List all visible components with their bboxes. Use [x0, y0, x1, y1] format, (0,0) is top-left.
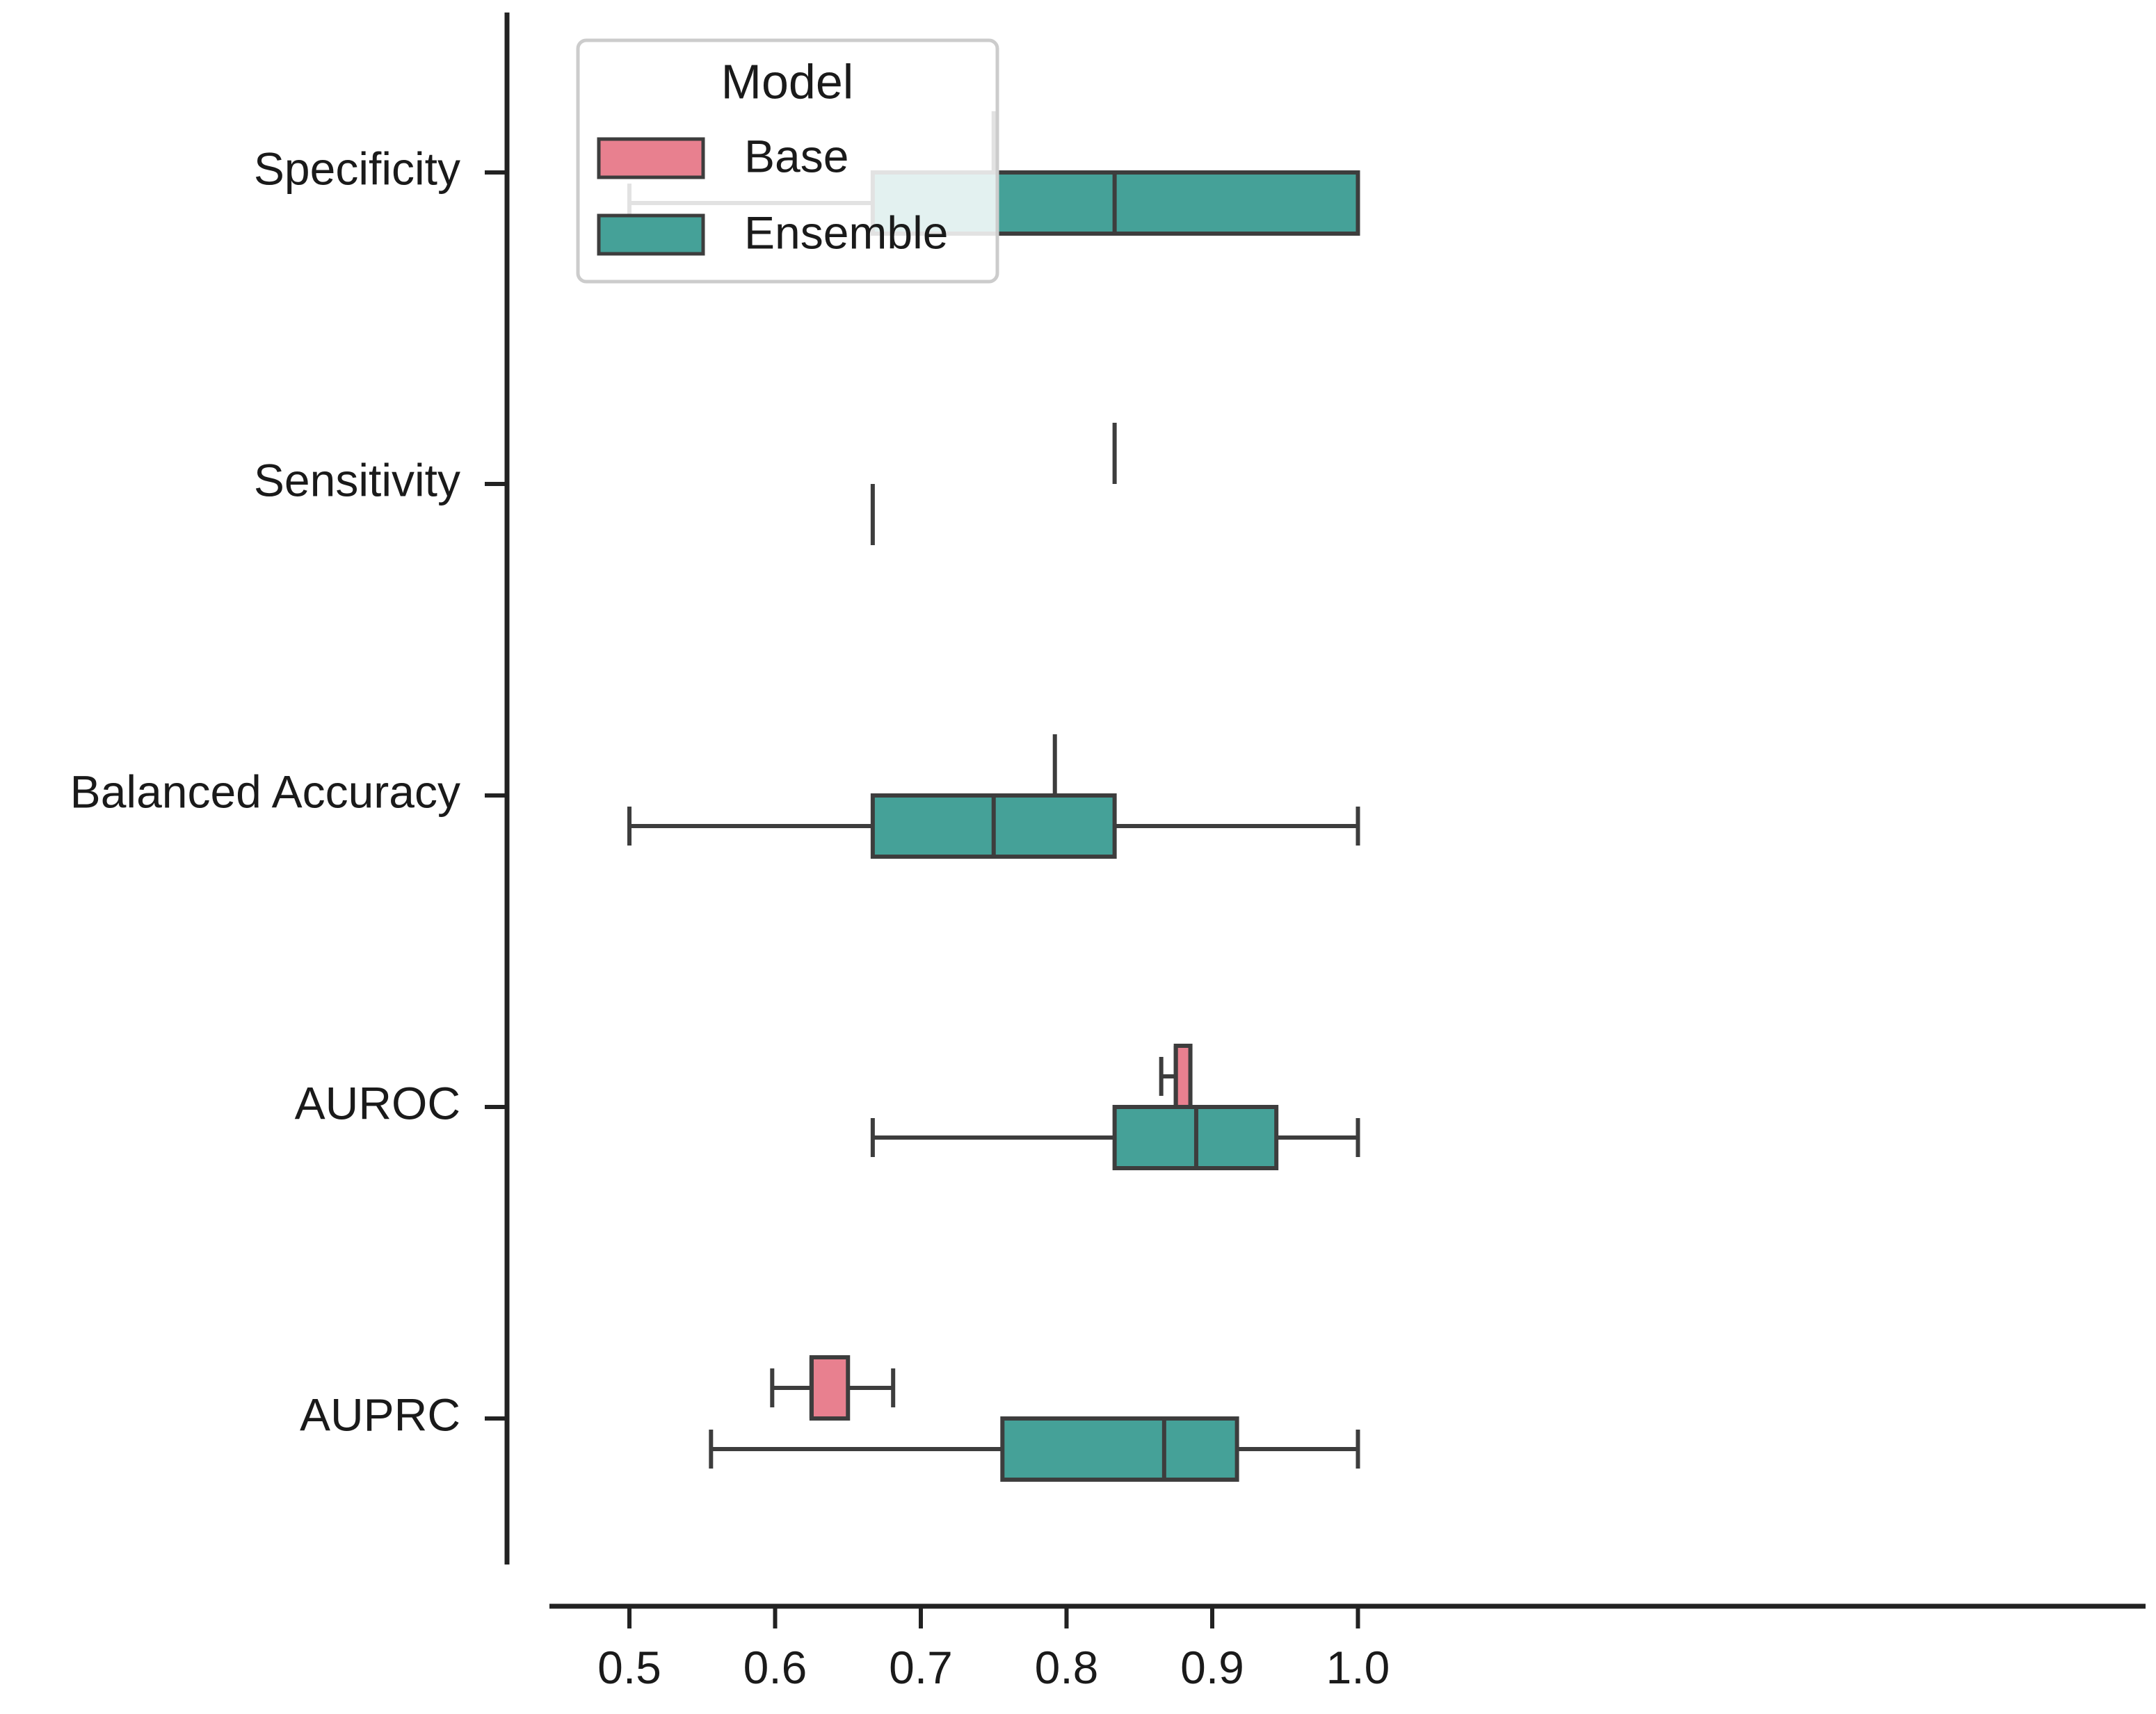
y-tick-label-auprc: AUPRC: [300, 1389, 460, 1440]
x-tick-label-2: 0.7: [889, 1642, 953, 1693]
iqr-box: [1000, 1416, 1239, 1482]
legend[interactable]: Model Base Ensemble: [576, 38, 999, 284]
y-tick-label-sensitivity: Sensitivity: [254, 454, 460, 506]
legend-swatch-base: [597, 137, 705, 179]
y-tick-label-specificity: Specificity: [254, 143, 460, 194]
legend-label-base: Base: [744, 130, 848, 181]
box-base-auprc: [770, 1355, 896, 1421]
legend-title: Model: [721, 54, 854, 108]
x-axis: 0.5 0.6 0.7 0.8 0.9 1.0: [597, 1606, 1390, 1693]
iqr-box: [809, 1355, 851, 1421]
legend-label-ensemble: Ensemble: [744, 207, 949, 258]
x-tick-label-5: 1.0: [1326, 1642, 1390, 1693]
legend-entry-base[interactable]: Base: [597, 130, 848, 181]
legend-swatch-ensemble: [597, 213, 705, 256]
legend-entry-ensemble[interactable]: Ensemble: [597, 207, 949, 258]
x-tick-label-1: 0.6: [743, 1642, 807, 1693]
box-ensemble-balanced-accuracy: [627, 793, 1360, 859]
y-tick-label-balanced-accuracy: Balanced Accuracy: [70, 766, 460, 817]
y-axis: Specificity Sensitivity Balanced Accuracy A…: [70, 143, 507, 1440]
box-ensemble-auroc: [870, 1105, 1360, 1170]
iqr-box: [1173, 1044, 1193, 1109]
y-tick-label-auroc: AUROC: [295, 1077, 460, 1129]
x-tick-label-0: 0.5: [597, 1642, 661, 1693]
x-tick-label-4: 0.9: [1180, 1642, 1244, 1693]
box-ensemble-auprc: [709, 1416, 1360, 1482]
x-tick-label-3: 0.8: [1035, 1642, 1099, 1693]
